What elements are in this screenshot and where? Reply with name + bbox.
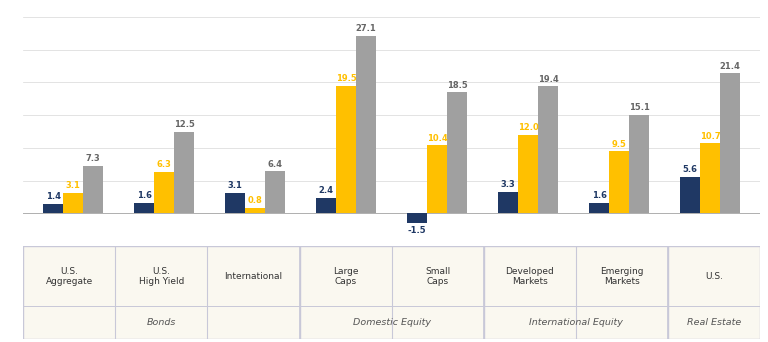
Text: 10.7: 10.7 bbox=[700, 132, 720, 141]
Text: -1.5: -1.5 bbox=[408, 226, 426, 235]
Text: 3.1: 3.1 bbox=[227, 181, 243, 190]
Bar bbox=[43, 204, 63, 213]
Bar bbox=[245, 208, 265, 213]
Bar bbox=[668, 246, 760, 339]
Text: International Equity: International Equity bbox=[529, 318, 623, 327]
Text: 1.4: 1.4 bbox=[45, 193, 61, 201]
Bar bbox=[407, 213, 427, 223]
Text: 6.3: 6.3 bbox=[157, 160, 171, 169]
Text: 15.1: 15.1 bbox=[629, 103, 650, 112]
Text: 12.0: 12.0 bbox=[518, 123, 538, 132]
Text: 0.8: 0.8 bbox=[248, 196, 263, 206]
Text: U.S.
High Yield: U.S. High Yield bbox=[138, 267, 184, 286]
Text: 19.4: 19.4 bbox=[538, 75, 558, 84]
Text: 9.5: 9.5 bbox=[612, 140, 627, 148]
Bar bbox=[134, 203, 154, 213]
Text: International: International bbox=[224, 272, 283, 281]
Text: 10.4: 10.4 bbox=[427, 134, 448, 143]
Text: 5.6: 5.6 bbox=[683, 165, 698, 174]
Bar bbox=[498, 192, 518, 213]
Text: 6.4: 6.4 bbox=[268, 160, 283, 169]
Text: 12.5: 12.5 bbox=[174, 120, 194, 129]
Text: U.S.
Aggregate: U.S. Aggregate bbox=[45, 267, 93, 286]
Text: Emerging
Markets: Emerging Markets bbox=[601, 267, 644, 286]
Bar bbox=[609, 151, 629, 213]
Bar bbox=[336, 86, 356, 213]
Bar bbox=[720, 73, 740, 213]
Text: 19.5: 19.5 bbox=[336, 74, 356, 83]
Bar bbox=[316, 198, 336, 213]
Bar bbox=[680, 176, 700, 213]
Text: 7.3: 7.3 bbox=[86, 154, 101, 163]
Bar bbox=[356, 36, 376, 213]
Bar bbox=[447, 92, 467, 213]
Bar bbox=[225, 193, 245, 213]
Bar bbox=[538, 87, 558, 213]
Bar bbox=[154, 172, 174, 213]
Bar bbox=[518, 135, 538, 213]
Bar bbox=[23, 246, 300, 339]
Text: U.S.: U.S. bbox=[705, 272, 723, 281]
Bar bbox=[427, 145, 447, 213]
Text: Domestic Equity: Domestic Equity bbox=[353, 318, 431, 327]
Text: 27.1: 27.1 bbox=[356, 24, 376, 34]
Text: 21.4: 21.4 bbox=[720, 62, 740, 71]
Bar bbox=[484, 246, 668, 339]
Text: 1.6: 1.6 bbox=[591, 191, 607, 200]
Text: 1.6: 1.6 bbox=[137, 191, 151, 200]
Text: 18.5: 18.5 bbox=[447, 81, 468, 90]
Text: Real Estate: Real Estate bbox=[687, 318, 741, 327]
Text: 3.1: 3.1 bbox=[66, 181, 81, 190]
Text: Developed
Markets: Developed Markets bbox=[505, 267, 554, 286]
Bar bbox=[174, 132, 194, 213]
Bar bbox=[63, 193, 83, 213]
Bar bbox=[300, 246, 484, 339]
Text: Large
Caps: Large Caps bbox=[333, 267, 359, 286]
Bar bbox=[589, 203, 609, 213]
Text: Small
Caps: Small Caps bbox=[425, 267, 450, 286]
Text: 2.4: 2.4 bbox=[319, 186, 333, 195]
Bar bbox=[700, 143, 720, 213]
Bar bbox=[83, 166, 103, 213]
Bar bbox=[265, 171, 285, 213]
Text: 3.3: 3.3 bbox=[501, 180, 515, 189]
Text: Bonds: Bonds bbox=[147, 318, 176, 327]
Bar bbox=[629, 115, 649, 213]
